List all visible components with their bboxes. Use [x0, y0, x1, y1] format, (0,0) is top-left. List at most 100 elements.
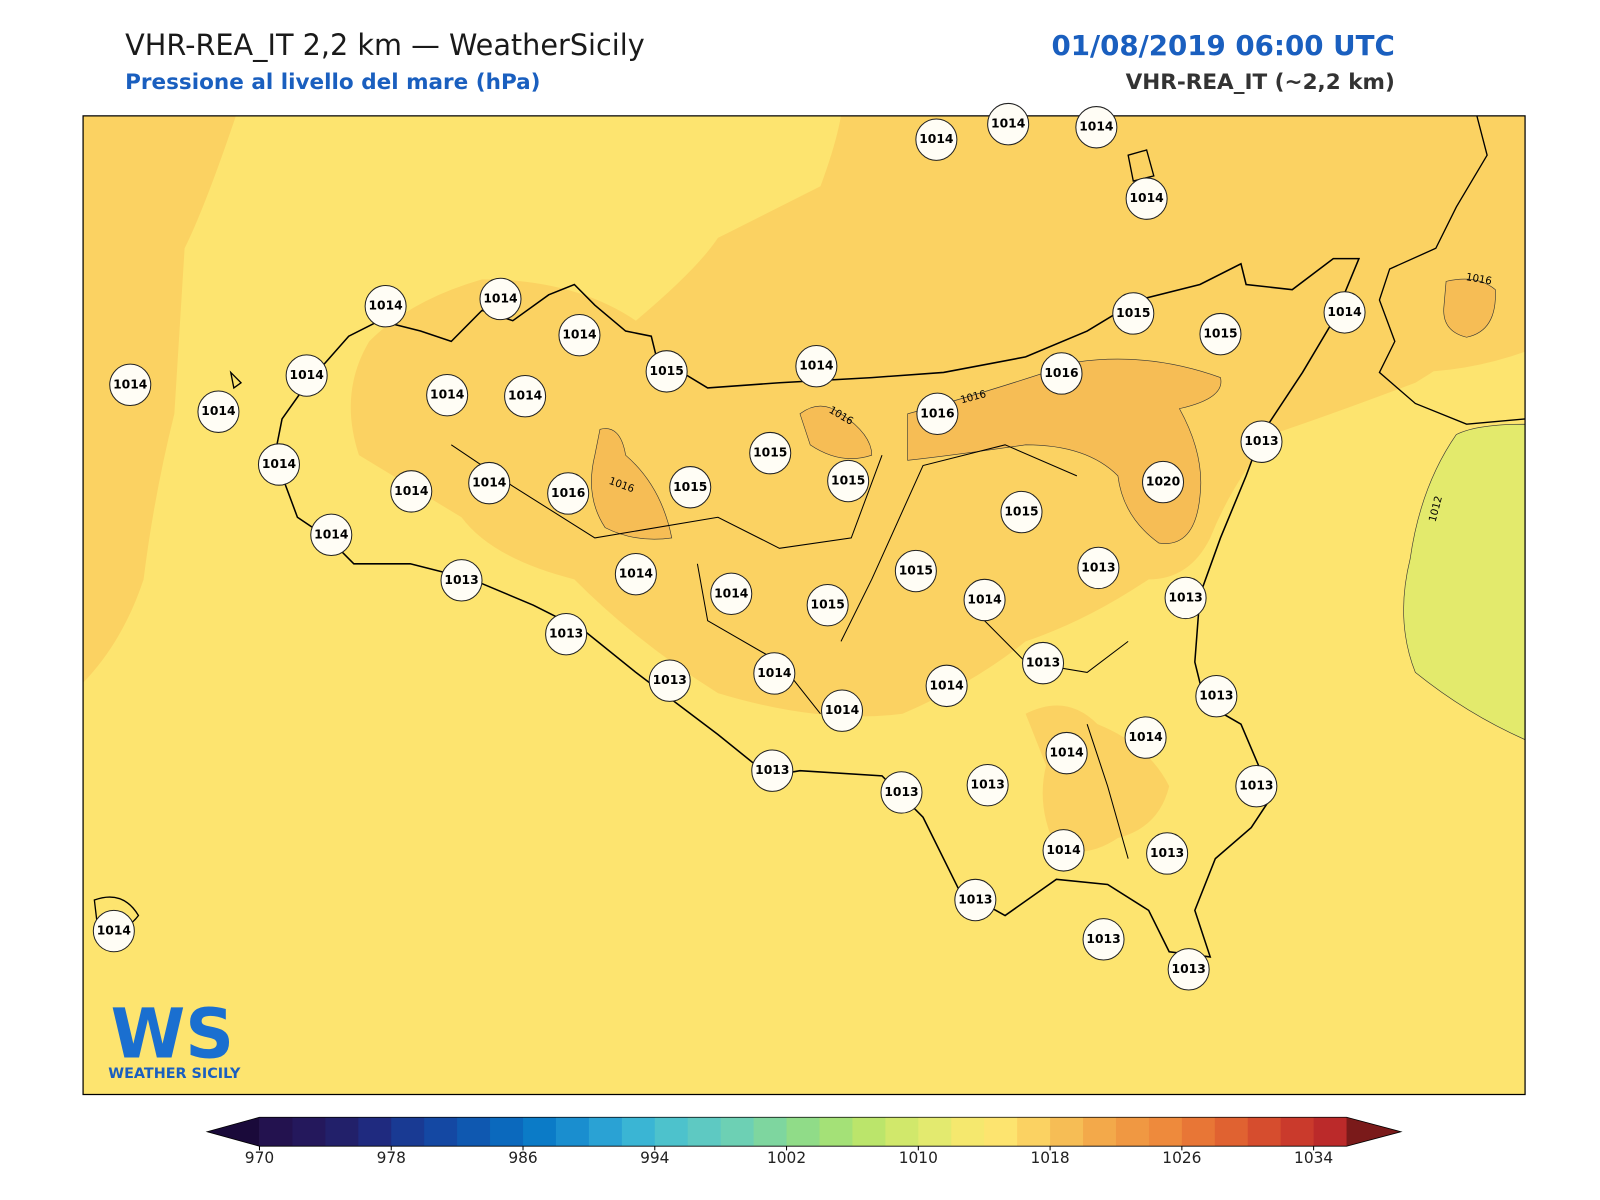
station-marker — [1125, 177, 1168, 220]
colorbar-bin — [391, 1117, 425, 1147]
station-value: 1015 — [1004, 505, 1038, 519]
station-value: 1020 — [1146, 475, 1181, 489]
station-value: 1014 — [1049, 746, 1084, 760]
field-1016 — [799, 405, 873, 459]
colorbar-bin — [259, 1117, 293, 1147]
station-marker — [710, 572, 753, 616]
station-marker — [1323, 291, 1366, 334]
field-1012 — [1403, 423, 1526, 741]
station-marker — [954, 878, 997, 922]
station-value: 1014 — [562, 328, 597, 342]
colorbar-bin — [490, 1117, 524, 1147]
field-1014 — [83, 115, 236, 683]
colorbar-bin — [424, 1117, 458, 1147]
station-value: 1014 — [262, 457, 297, 471]
colorbar-bin — [753, 1117, 788, 1147]
station-marker — [1199, 312, 1242, 356]
logo-name: WEATHER SICILY — [108, 1066, 241, 1082]
colorbar-tick-label: 1034 — [1294, 1149, 1333, 1167]
station-value: 1013 — [653, 673, 687, 687]
station-marker — [468, 461, 511, 505]
station-value: 1014 — [1046, 843, 1081, 857]
colorbar-bin — [1017, 1117, 1051, 1147]
map-root: VHR-REA_IT 2,2 km — WeatherSicily Pressi… — [82, 28, 1526, 1167]
station-value: 1013 — [1150, 846, 1184, 860]
station-marker — [440, 559, 483, 602]
colorbar-bin — [951, 1117, 985, 1147]
station-marker — [504, 375, 547, 418]
map-frame — [82, 115, 1526, 1096]
station-value: 1013 — [1199, 689, 1233, 703]
field-1016 — [591, 428, 673, 540]
station-value: 1014 — [1079, 120, 1114, 134]
colorbar-bin — [1247, 1117, 1282, 1147]
station-marker — [285, 354, 328, 397]
model: VHR-REA_IT (~2,2 km) — [1126, 70, 1395, 95]
station-marker — [795, 345, 838, 388]
station-value: 1016 — [920, 406, 954, 420]
station-marker — [310, 513, 353, 557]
station-value: 1014 — [919, 132, 954, 146]
colorbar-bin — [523, 1117, 557, 1147]
colorbar-under — [207, 1117, 260, 1147]
station-value: 1013 — [958, 892, 992, 906]
colorbar-frame — [205, 1116, 1403, 1147]
colorbar-tick-label: 970 — [245, 1149, 274, 1167]
colorbar-bin — [292, 1117, 326, 1147]
colorbar-bin — [786, 1117, 821, 1147]
station-value: 1014 — [757, 666, 792, 680]
station-value: 1014 — [619, 567, 654, 581]
station-marker — [92, 909, 135, 953]
station-value: 1014 — [508, 389, 543, 403]
station-value: 1014 — [930, 678, 965, 692]
station-marker — [1164, 576, 1207, 620]
station-value: 1013 — [755, 763, 789, 777]
colorbar-bin — [720, 1117, 755, 1147]
station-value: 1014 — [430, 388, 465, 402]
colorbar-bin — [1115, 1117, 1150, 1147]
station-marker — [1112, 292, 1155, 335]
station-marker — [966, 763, 1009, 807]
station-value: 1013 — [1086, 932, 1120, 946]
colorbar-bin — [555, 1117, 590, 1147]
colorbar-bin — [1083, 1117, 1117, 1147]
station-marker — [987, 102, 1030, 146]
station-value: 1015 — [673, 480, 707, 494]
station-value: 1014 — [714, 586, 749, 600]
station-value: 1014 — [201, 404, 236, 418]
station-marker — [669, 466, 712, 509]
station-marker — [1167, 948, 1210, 991]
map — [83, 115, 1526, 1095]
colorbar-bin — [358, 1117, 392, 1147]
station-value: 1013 — [1239, 779, 1273, 793]
subtitle: Pressione al livello del mare (hPa) — [125, 70, 540, 95]
station-value: 1013 — [1081, 560, 1115, 574]
title: VHR-REA_IT 2,2 km — WeatherSicily — [125, 28, 645, 62]
station-marker — [1045, 731, 1088, 775]
station-value: 1014 — [1327, 305, 1362, 319]
station-marker — [545, 612, 588, 656]
station-value: 1014 — [290, 368, 325, 382]
station-marker — [479, 277, 522, 321]
colorbar-bin — [918, 1117, 952, 1147]
station-marker — [894, 549, 937, 593]
station-value: 1013 — [1244, 434, 1278, 448]
colorbar-bin — [1050, 1117, 1084, 1147]
station-marker — [1040, 352, 1083, 395]
station-marker — [915, 118, 958, 161]
colorbar-bin — [588, 1117, 623, 1147]
station-value: 1014 — [368, 299, 403, 313]
colorbar-bin — [1148, 1117, 1183, 1147]
station-marker — [1142, 460, 1185, 504]
station-marker — [390, 470, 433, 513]
colorbar-tick-label: 1018 — [1031, 1149, 1070, 1167]
station-marker — [648, 659, 691, 702]
station-value: 1014 — [799, 359, 834, 373]
station-value: 1013 — [444, 573, 478, 587]
station-marker — [1042, 829, 1085, 872]
colorbar-bin — [1181, 1117, 1216, 1147]
station-value: 1015 — [811, 598, 845, 612]
station-value: 1015 — [831, 474, 865, 488]
field-1016 — [1443, 278, 1496, 338]
colorbar-bin — [1280, 1117, 1315, 1147]
